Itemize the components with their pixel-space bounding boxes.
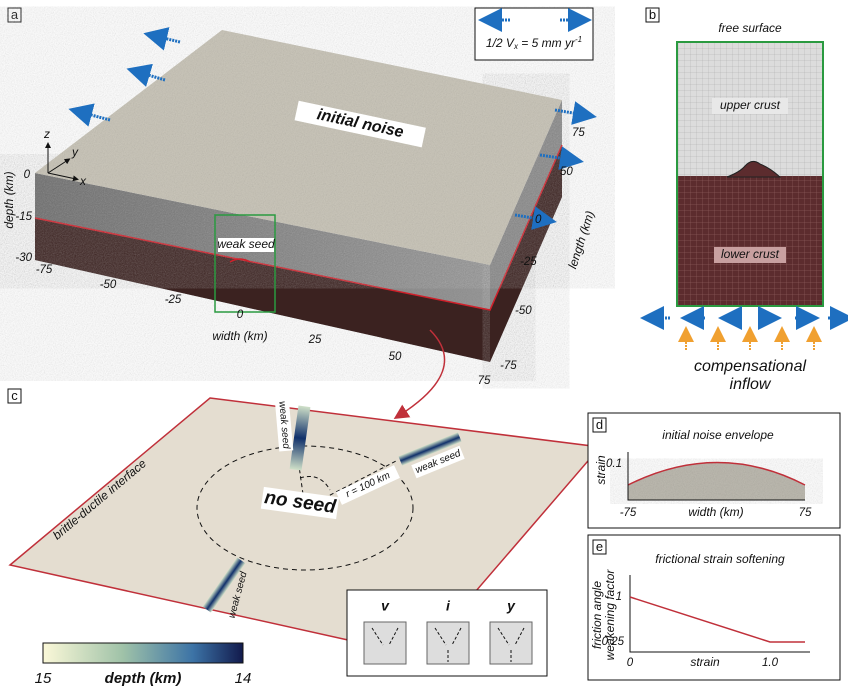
velocity-arrow <box>138 72 165 80</box>
lower-label: lower crust <box>721 247 780 261</box>
panel-a: a weak seed initial noise 1/2 Vx = 5 mm … <box>2 7 597 415</box>
width-label: width (km) <box>212 329 267 343</box>
panel-b: b free surface upper crust lower crust c… <box>646 7 842 393</box>
y-label: friction angle <box>590 581 604 649</box>
width-tick: 25 <box>308 334 322 346</box>
axis-label: y <box>71 145 79 159</box>
colorbar <box>43 643 243 663</box>
width-tick: 0 <box>237 309 244 321</box>
x-label: strain <box>690 655 720 669</box>
length-tick: 75 <box>572 127 585 139</box>
x-tick: 1.0 <box>762 657 779 669</box>
panel-e: e frictional strain softening 1 0.25 fri… <box>588 535 840 680</box>
width-tick: -50 <box>100 279 117 291</box>
seed-label: weak seed <box>217 237 275 251</box>
depth-tick: -30 <box>15 252 32 264</box>
y-tick: 0.1 <box>606 458 622 470</box>
depth-tick: -15 <box>15 211 32 223</box>
x-tick: 75 <box>799 507 812 519</box>
upper-label: upper crust <box>720 98 781 112</box>
inset-label: y <box>506 598 516 614</box>
length-tick: 50 <box>560 166 573 178</box>
width-tick: -25 <box>165 294 182 306</box>
panel-c: c brittle-ductile interface weak seed we… <box>8 388 600 687</box>
width-tick: 75 <box>478 375 491 387</box>
legend-part: -1 <box>575 35 582 44</box>
mesh <box>677 176 823 306</box>
x-tick: -75 <box>620 507 637 519</box>
legend-part: = 5 mm yr <box>518 36 576 50</box>
legend-box <box>475 8 593 60</box>
width-tick: -75 <box>36 264 53 276</box>
seed-config <box>364 622 406 664</box>
top-label: free surface <box>718 21 782 35</box>
colorbar-tick: 14 <box>235 670 252 687</box>
length-tick: -50 <box>515 305 532 317</box>
colorbar-tick: 15 <box>35 670 52 687</box>
depth-label: depth (km) <box>2 171 16 228</box>
panel-label: a <box>11 7 19 22</box>
velocity-arrow <box>155 36 180 42</box>
inflow-label: compensational <box>694 358 807 375</box>
inset-label: v <box>381 598 390 614</box>
legend-part: 1/2 V <box>486 36 515 50</box>
axis-label: x <box>79 174 87 188</box>
length-tick: -25 <box>520 256 537 268</box>
figure: a weak seed initial noise 1/2 Vx = 5 mm … <box>0 0 848 689</box>
axis-label: z <box>43 127 50 141</box>
y-label: strain <box>594 455 608 485</box>
y-label: weakening factor <box>603 569 617 661</box>
panel-d: d initial noise envelope 0.1 strain -75 … <box>588 413 840 528</box>
length-tick: 0 <box>535 214 542 226</box>
x-label: width (km) <box>688 505 743 519</box>
length-tick: -75 <box>500 360 517 372</box>
x-tick: 0 <box>627 657 634 669</box>
panel-label: e <box>596 539 603 554</box>
length-label: length (km) <box>565 209 597 270</box>
panel-title: initial noise envelope <box>662 428 774 442</box>
depth-tick: 0 <box>24 169 31 181</box>
width-tick: 50 <box>389 351 402 363</box>
panel-label: c <box>11 388 18 403</box>
panel-label: b <box>649 7 656 22</box>
panel-title: frictional strain softening <box>655 552 785 566</box>
colorbar-label: depth (km) <box>105 670 182 687</box>
velocity-arrow <box>80 112 110 120</box>
inflow-label: inflow <box>730 376 772 393</box>
panel-label: d <box>596 417 603 432</box>
legend-text: 1/2 Vx = 5 mm yr-1 <box>486 35 582 51</box>
